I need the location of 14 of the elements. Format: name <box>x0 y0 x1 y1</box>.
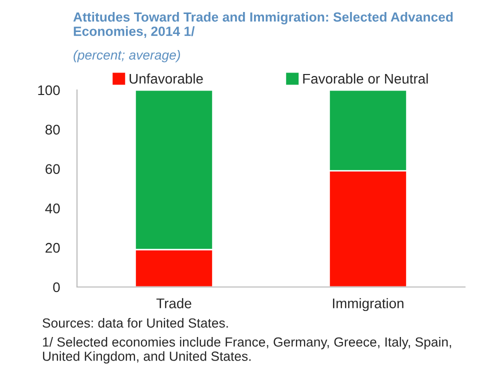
y-tick-label: 20 <box>46 242 60 253</box>
y-tick-label: 40 <box>45 204 60 214</box>
y-tick-label: 100 <box>38 85 60 96</box>
chart-subtitle: (percent; average) <box>74 50 180 62</box>
text: 1/ Selected economies include France, Germany, Greece, Italy, Spain, United Kingdom, and United States. <box>43 337 452 364</box>
x-tick-label: Trade <box>156 298 192 308</box>
x-tick-label: Immigration <box>333 298 404 312</box>
legend-label: Unfavorable <box>130 73 203 84</box>
source-note: Sources: data for United States. <box>42 318 228 328</box>
y-tick-label: 80 <box>45 124 60 135</box>
y-tick-label: 0 <box>53 282 60 292</box>
y-tick-label: 60 <box>46 164 60 174</box>
chart-title: Attitudes Toward Trade and Immigration: Selected Advanced Economies, 2014 1/ <box>73 12 453 38</box>
legend-label: Favorable or Neutral <box>303 73 428 84</box>
